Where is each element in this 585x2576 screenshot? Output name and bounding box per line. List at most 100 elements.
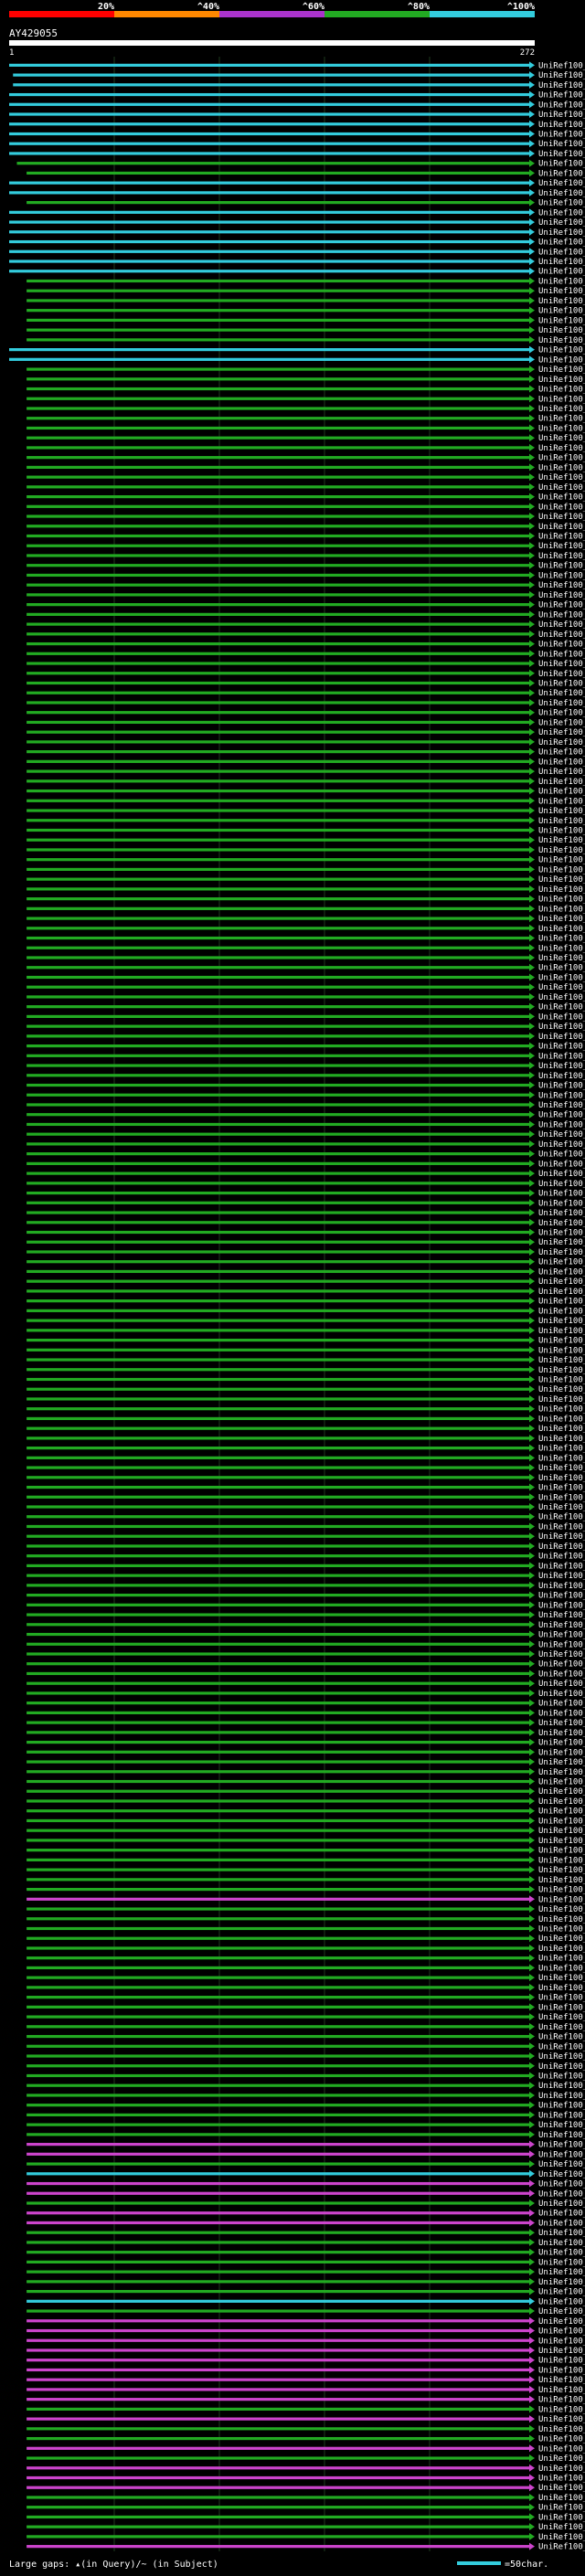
- hit-row: UniRef100_Q6U5D8: [27, 581, 585, 590]
- hit-bar: [27, 779, 530, 783]
- hit-label: UniRef100_A6NSX6: [538, 2327, 585, 2337]
- hit-row: UniRef100_Q14K57: [27, 375, 585, 385]
- hit-row: UniRef100_O09023: [27, 660, 585, 669]
- hit-end-arrow: [529, 2356, 535, 2364]
- hit-bar: [27, 1642, 530, 1646]
- hit-label: UniRef100_B8QVH4: [538, 983, 585, 992]
- hit-row: UniRef100_B9SIC4: [27, 169, 585, 178]
- hit-label: UniRef100_A9S0C3: [538, 2307, 585, 2316]
- hit-bar: [27, 2015, 530, 2019]
- hit-row: UniRef100_B8QVH8: [27, 963, 585, 973]
- hit-end-arrow: [529, 2111, 535, 2119]
- hit-row: UniRef100_Q9M7F6: [27, 1993, 585, 2003]
- hit-end-arrow: [529, 1954, 535, 1962]
- hit-row: UniRef100_B8QVF2: [27, 737, 585, 747]
- hit-bar: [27, 1260, 530, 1264]
- query-start-label: 1: [9, 48, 14, 58]
- hit-row: UniRef100_P52403: [27, 1454, 585, 1463]
- hit-bar: [9, 181, 530, 185]
- hit-label: UniRef100_Q44667: [538, 620, 585, 630]
- hit-label: UniRef100_B8QVF2: [538, 738, 585, 747]
- hit-bar: [27, 1652, 530, 1656]
- hit-row: UniRef100_A9PJ55: [16, 159, 585, 169]
- hit-row: UniRef100_Q9S4E9: [27, 2219, 585, 2228]
- hit-label: UniRef100_P29059: [538, 1817, 585, 1826]
- hit-end-arrow: [529, 1023, 535, 1031]
- hit-bar: [27, 2113, 530, 2117]
- hit-bar: [9, 348, 530, 352]
- hit-row: UniRef100_B9FPH6: [27, 2150, 585, 2159]
- hit-bar: [27, 2034, 530, 2039]
- hit-label: UniRef100_B9HQZ1: [538, 1219, 585, 1228]
- hit-end-arrow: [529, 2415, 535, 2423]
- hit-end-arrow: [529, 473, 535, 482]
- hit-label: UniRef100_C9PB52: [538, 2317, 585, 2327]
- hit-label: UniRef100_Q9M886: [538, 2052, 585, 2062]
- hit-end-arrow: [529, 1542, 535, 1550]
- hit-row: UniRef100_Q6PF83: [27, 2484, 585, 2493]
- hit-bar: [27, 1524, 530, 1529]
- hit-row: UniRef100_P52405: [27, 1699, 585, 1709]
- hit-end-arrow: [529, 2268, 535, 2276]
- hit-end-arrow: [529, 1591, 535, 1599]
- hit-end-arrow: [529, 1434, 535, 1442]
- hit-end-arrow: [529, 140, 535, 148]
- hit-label: UniRef100_B8QVH2: [538, 993, 585, 1002]
- hit-label: UniRef100_Q5KR31: [538, 1277, 585, 1287]
- hit-bar: [27, 2123, 530, 2126]
- hit-end-arrow: [529, 159, 535, 167]
- hit-row: UniRef100_Q9M7G5: [27, 2101, 585, 2111]
- hit-row: UniRef100_Q6JBH1: [27, 600, 585, 610]
- hit-end-arrow: [529, 1964, 535, 1972]
- hit-label: UniRef100_Q9ZTA8: [538, 778, 585, 787]
- hit-bar: [27, 1456, 530, 1459]
- hit-label: UniRef100_B0ZE08: [538, 326, 585, 335]
- hit-label: UniRef100_Q8W3Z1: [538, 1307, 585, 1316]
- hit-label: UniRef100_Q436Q5: [538, 268, 585, 277]
- hit-label: UniRef100_Q9SVF0: [538, 483, 585, 493]
- hit-row: UniRef100_B8QVI2: [27, 816, 585, 826]
- hit-row: UniRef100_C5VBE8: [27, 2356, 585, 2366]
- hit-label: UniRef100_Q6UZ70: [538, 248, 585, 257]
- hit-label: UniRef100_Q9M7G8: [538, 2160, 585, 2169]
- hit-row: UniRef100_A3QRB7: [27, 503, 585, 512]
- hit-bar: [27, 641, 530, 646]
- scale-tick-label: ^60%: [303, 2, 324, 12]
- hit-label: UniRef100_Q9M7G5: [538, 2102, 585, 2111]
- hit-bar: [27, 2378, 530, 2381]
- hit-bar: [13, 83, 531, 87]
- hit-row: UniRef100_Q22318: [27, 434, 585, 443]
- hit-label: UniRef100_Q6JYQ8: [538, 2504, 585, 2513]
- hit-end-arrow: [529, 640, 535, 648]
- hit-end-arrow: [529, 258, 535, 266]
- hit-bar: [27, 652, 530, 655]
- hit-end-arrow: [529, 1758, 535, 1766]
- hit-end-arrow: [529, 404, 535, 412]
- hit-row: UniRef100_B6TR38: [27, 1787, 585, 1797]
- hit-bar: [27, 2191, 530, 2195]
- hit-bar: [27, 1926, 530, 1931]
- hit-row: UniRef100_A6NPS6: [27, 2346, 585, 2356]
- hit-row: UniRef100_Q9FZ06: [27, 366, 585, 375]
- hit-bar: [27, 554, 530, 557]
- hit-row: UniRef100_Q9M7H3: [27, 2121, 585, 2130]
- hit-row: UniRef100_A7R0S0: [27, 1287, 585, 1297]
- hit-bar: [27, 2172, 530, 2176]
- hit-label: UniRef100_C3VPK0: [538, 2465, 585, 2474]
- hit-end-arrow: [529, 679, 535, 687]
- hit-row: UniRef100_B8QVG9: [27, 1002, 585, 1012]
- hit-row: UniRef100_B8QVH6: [27, 826, 585, 835]
- hit-bar: [27, 691, 530, 694]
- hit-bar: [27, 367, 530, 371]
- hit-row: UniRef100_A0QWX6: [27, 2395, 585, 2405]
- hit-label: UniRef100_B8QVI0: [538, 954, 585, 963]
- hit-row: UniRef100_UP1000...: [27, 1081, 585, 1091]
- hit-row: UniRef100_A5AT01: [27, 1385, 585, 1394]
- hit-bar: [27, 887, 530, 891]
- hit-bar: [27, 436, 530, 440]
- hit-row: UniRef100_Q9M886: [27, 2052, 585, 2062]
- hit-label: UniRef100_Q94115: [538, 2475, 585, 2484]
- hit-label: UniRef100_A9PJ55: [538, 160, 585, 169]
- hit-label: UniRef100_P29032: [538, 1229, 585, 1238]
- hit-row: UniRef100_Q4KSK0: [27, 1591, 585, 1601]
